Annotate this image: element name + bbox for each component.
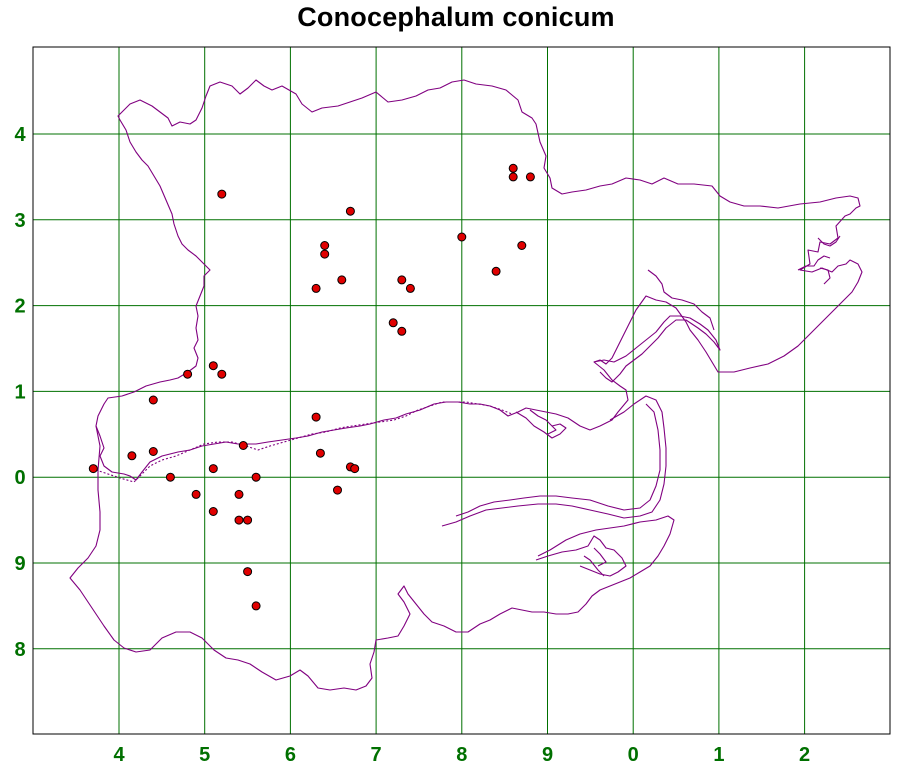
record-point <box>238 441 248 450</box>
record-point <box>208 507 218 516</box>
crouch-estuary <box>535 535 627 577</box>
x-tick-label: 5 <box>199 744 210 766</box>
blackwater-estuary <box>593 269 721 383</box>
record-point <box>243 515 253 525</box>
x-tick-label: 2 <box>799 744 810 766</box>
coastline <box>69 79 863 691</box>
hamford-inlets <box>797 235 841 285</box>
county-boundary <box>95 79 863 481</box>
record-point <box>183 369 193 379</box>
record-point <box>127 451 137 461</box>
record-point <box>397 275 407 285</box>
record-point <box>148 395 158 405</box>
x-tick-label: 0 <box>628 744 639 766</box>
record-point <box>311 412 321 422</box>
estuary-inner-channel <box>455 403 661 517</box>
record-point <box>148 447 158 456</box>
record-point <box>251 472 261 482</box>
record-point <box>234 489 244 499</box>
y-tick-label: 9 <box>14 553 25 575</box>
record-point <box>234 515 244 525</box>
map-title: Conocephalum conicum <box>297 2 615 32</box>
map-frame <box>32 46 891 735</box>
x-tick-label: 4 <box>113 744 125 766</box>
y-tick-label: 1 <box>14 381 25 403</box>
southern-boundary <box>69 425 675 691</box>
y-tick-label: 8 <box>14 639 25 661</box>
x-tick-labels: 4 5 6 7 8 9 0 1 2 <box>113 744 810 766</box>
record-point <box>243 567 253 577</box>
x-tick-label: 9 <box>542 744 553 766</box>
record-point <box>388 318 398 328</box>
record-point <box>217 189 227 199</box>
record-point <box>345 206 355 216</box>
colne-inlet <box>515 409 567 439</box>
record-points <box>88 163 535 611</box>
x-tick-label: 7 <box>371 744 382 766</box>
x-tick-label: 1 <box>713 744 724 766</box>
record-point <box>333 485 342 495</box>
record-point <box>165 472 175 482</box>
record-point <box>508 163 518 173</box>
record-point <box>311 283 321 293</box>
record-point <box>457 232 467 242</box>
record-point <box>508 172 518 182</box>
record-point <box>525 172 535 182</box>
record-point <box>397 326 407 336</box>
record-point <box>517 241 527 250</box>
historic-boundary <box>95 401 513 483</box>
record-point <box>88 464 98 474</box>
record-point <box>217 369 227 379</box>
x-tick-label: 6 <box>285 744 296 766</box>
record-point <box>491 266 501 276</box>
y-tick-label: 2 <box>14 296 25 318</box>
y-tick-label: 0 <box>14 467 25 489</box>
record-point <box>251 601 261 611</box>
grid-lines <box>33 47 890 734</box>
record-point <box>320 241 330 250</box>
record-point <box>191 489 201 499</box>
record-point <box>405 283 415 293</box>
record-point <box>208 361 218 371</box>
x-tick-label: 8 <box>456 744 467 766</box>
record-point <box>208 464 218 474</box>
y-tick-label: 3 <box>14 210 25 232</box>
record-point <box>315 448 325 458</box>
record-point <box>320 249 330 259</box>
y-tick-label: 4 <box>14 124 26 146</box>
estuary-channel <box>441 395 667 527</box>
record-point <box>337 275 347 285</box>
record-point <box>350 464 360 474</box>
